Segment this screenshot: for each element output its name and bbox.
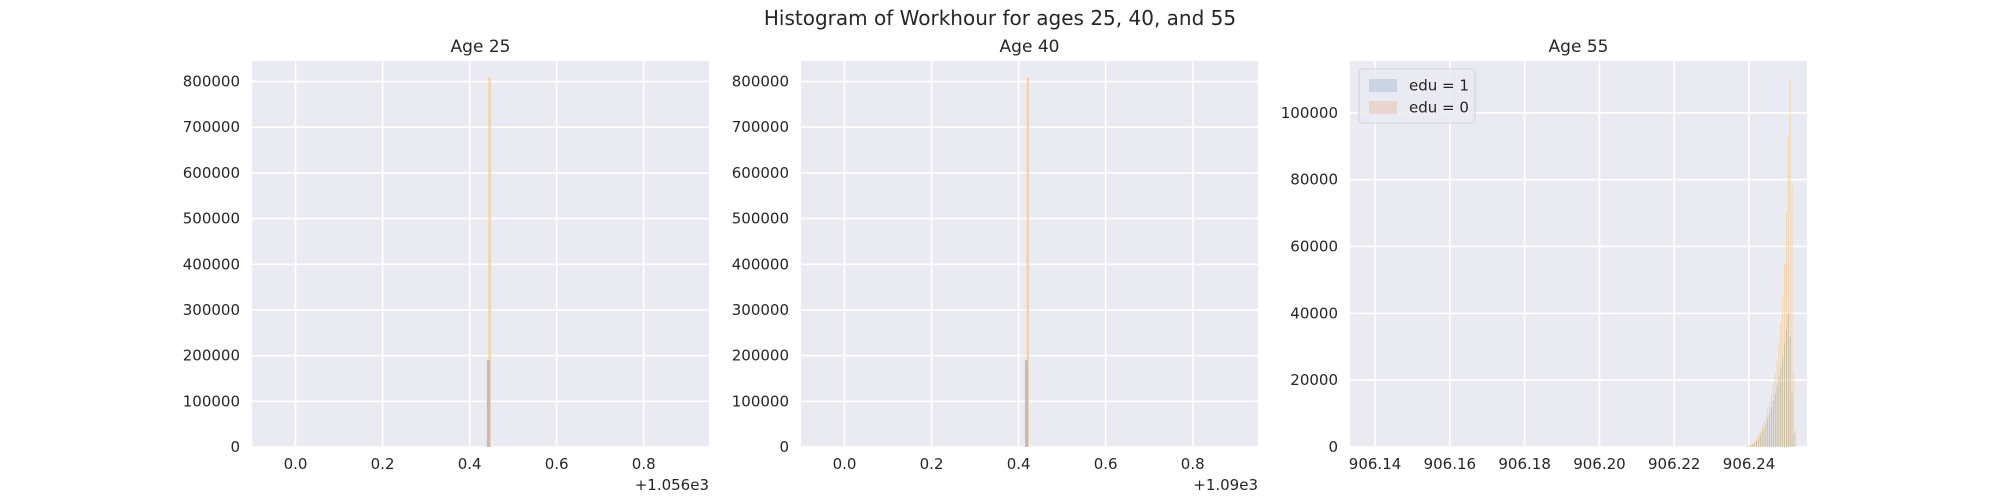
age-55-bar-edu1-7 — [1759, 435, 1761, 447]
age-25-y-tick-label-2: 200000 — [183, 347, 240, 365]
age-40-y-tick-label-5: 500000 — [732, 210, 789, 228]
age-55-bar-edu1-22 — [1787, 313, 1789, 447]
age-55-y-tick-label-5: 100000 — [1281, 104, 1338, 122]
age-40-bar-edu0 — [1026, 76, 1029, 447]
age-40-y-tick-label-8: 800000 — [732, 73, 789, 91]
age-55-bar-edu1-6 — [1757, 438, 1759, 447]
legend-swatch-edu1 — [1369, 79, 1397, 92]
age-55-bar-edu0-24 — [1791, 186, 1793, 447]
age-55-bar-edu1-5 — [1756, 440, 1757, 447]
subplot-age-55: Age 55 906.14 906.16 906.18 906.20 906.22 906… — [1281, 37, 1807, 473]
age-25-x-tick-label-3: 0.6 — [545, 455, 569, 473]
age-25-x-tick-label-1: 0.2 — [371, 455, 395, 473]
age-55-bar-edu1-25 — [1793, 433, 1795, 447]
age-55-x-tick-label-3: 906.20 — [1573, 455, 1626, 473]
age-25-x-tick-label-0: 0.0 — [284, 455, 308, 473]
age-55-bar-edu1-12 — [1769, 413, 1771, 447]
age-25-plot-area — [252, 61, 709, 447]
age-40-x-tick-label-1: 0.2 — [920, 455, 944, 473]
age-25-y-tick-label-3: 300000 — [183, 301, 240, 319]
age-55-x-tick-label-4: 906.22 — [1648, 455, 1701, 473]
age-25-y-tick-label-6: 600000 — [183, 164, 240, 182]
age-25-x-tick-label-4: 0.8 — [632, 455, 656, 473]
age-25-bar-edu0 — [488, 76, 491, 447]
age-40-bars — [1024, 76, 1029, 447]
age-55-bar-edu1-11 — [1767, 418, 1769, 447]
age-55-bars — [1746, 79, 1797, 447]
age-55-bar-edu1-19 — [1782, 356, 1784, 447]
age-55-bar-edu1-15 — [1774, 393, 1776, 447]
age-40-x-tick-label-0: 0.0 — [833, 455, 857, 473]
age-55-bar-edu1-0 — [1746, 446, 1748, 447]
age-25-y-tick-label-7: 700000 — [183, 118, 240, 136]
legend-label-edu1: edu = 1 — [1409, 77, 1469, 95]
age-55-y-tick-label-3: 60000 — [1290, 237, 1338, 255]
age-55-bar-edu0-25 — [1793, 373, 1795, 447]
age-40-x-tick-label-4: 0.8 — [1181, 455, 1205, 473]
age-25-bar-edu1 — [486, 360, 490, 447]
age-55-bar-edu1-2 — [1750, 445, 1752, 447]
age-55-bar-edu1-8 — [1761, 431, 1763, 447]
legend-frame — [1358, 68, 1476, 124]
age-40-x-tick-label-2: 0.4 — [1007, 455, 1031, 473]
legend-swatch-edu0 — [1369, 101, 1397, 114]
age-40-y-tick-label-2: 200000 — [732, 347, 789, 365]
legend-label-edu0: edu = 0 — [1409, 99, 1469, 117]
age-40-x-offset-label: +1.09e3 — [1193, 476, 1258, 494]
age-40-y-tick-label-4: 400000 — [732, 255, 789, 273]
age-55-x-tick-label-5: 906.24 — [1723, 455, 1776, 473]
age-55-plot-area — [1350, 61, 1807, 447]
age-40-y-tick-label-6: 600000 — [732, 164, 789, 182]
age-25-y-tick-label-4: 400000 — [183, 255, 240, 273]
age-55-y-tick-label-0: 0 — [1328, 438, 1338, 456]
age-55-legend: edu = 1 edu = 0 — [1358, 68, 1476, 124]
age-25-bars — [486, 76, 491, 447]
age-55-bar-edu1-17 — [1778, 376, 1780, 447]
age-55-x-tick-label-0: 906.14 — [1349, 455, 1402, 473]
subplot-age-40: Age 40 0.0 0.2 0.4 0.6 0.8 0 100000 200000 30000… — [732, 37, 1258, 494]
age-55-x-tick-label-1: 906.16 — [1424, 455, 1477, 473]
age-40-y-tick-label-0: 0 — [779, 438, 789, 456]
age-25-y-tick-label-0: 0 — [230, 438, 240, 456]
age-55-bar-edu1-21 — [1785, 330, 1787, 447]
age-40-y-tick-label-3: 300000 — [732, 301, 789, 319]
age-40-y-tick-label-1: 100000 — [732, 392, 789, 410]
age-40-plot-area — [801, 61, 1258, 447]
age-25-x-tick-label-2: 0.4 — [458, 455, 482, 473]
age-55-bar-edu1-1 — [1748, 445, 1750, 447]
age-55-bar-edu1-10 — [1765, 423, 1767, 447]
subplot-age-25: Age 25 0.0 0.2 0.4 0.6 0.8 0 100000 200000 30000… — [183, 37, 709, 494]
age-55-y-tick-label-2: 40000 — [1290, 304, 1338, 322]
subplot-title-age-40: Age 40 — [1000, 37, 1060, 57]
figure-title: Histogram of Workhour for ages 25, 40, a… — [764, 6, 1236, 30]
age-55-bar-edu0-22 — [1787, 136, 1789, 447]
age-55-bar-edu1-3 — [1752, 444, 1754, 447]
age-55-bar-edu1-13 — [1771, 406, 1772, 447]
age-55-bar-edu1-4 — [1754, 442, 1756, 447]
age-25-y-tick-label-5: 500000 — [183, 210, 240, 228]
age-55-x-tick-label-2: 906.18 — [1498, 455, 1551, 473]
age-25-y-tick-label-8: 800000 — [183, 73, 240, 91]
age-40-x-tick-label-3: 0.6 — [1094, 455, 1118, 473]
age-55-bar-edu1-16 — [1776, 385, 1778, 447]
subplot-title-age-55: Age 55 — [1549, 37, 1609, 57]
age-25-y-tick-label-1: 100000 — [183, 392, 240, 410]
age-40-y-tick-label-7: 700000 — [732, 118, 789, 136]
age-55-y-tick-label-1: 20000 — [1290, 371, 1338, 389]
age-55-bar-edu1-18 — [1780, 366, 1782, 447]
age-55-y-tick-label-4: 80000 — [1290, 171, 1338, 189]
subplot-title-age-25: Age 25 — [451, 37, 511, 57]
age-55-bar-edu1-23 — [1789, 336, 1791, 447]
age-55-bar-edu0-26 — [1795, 430, 1797, 447]
age-55-bar-edu1-14 — [1772, 400, 1774, 447]
age-55-bar-edu1-24 — [1791, 393, 1793, 447]
age-40-bar-edu1 — [1024, 360, 1028, 447]
age-55-bar-edu0-23 — [1789, 79, 1791, 447]
age-55-bar-edu1-20 — [1784, 343, 1786, 447]
age-25-x-offset-label: +1.056e3 — [635, 476, 709, 494]
age-55-bar-edu1-9 — [1763, 428, 1765, 447]
